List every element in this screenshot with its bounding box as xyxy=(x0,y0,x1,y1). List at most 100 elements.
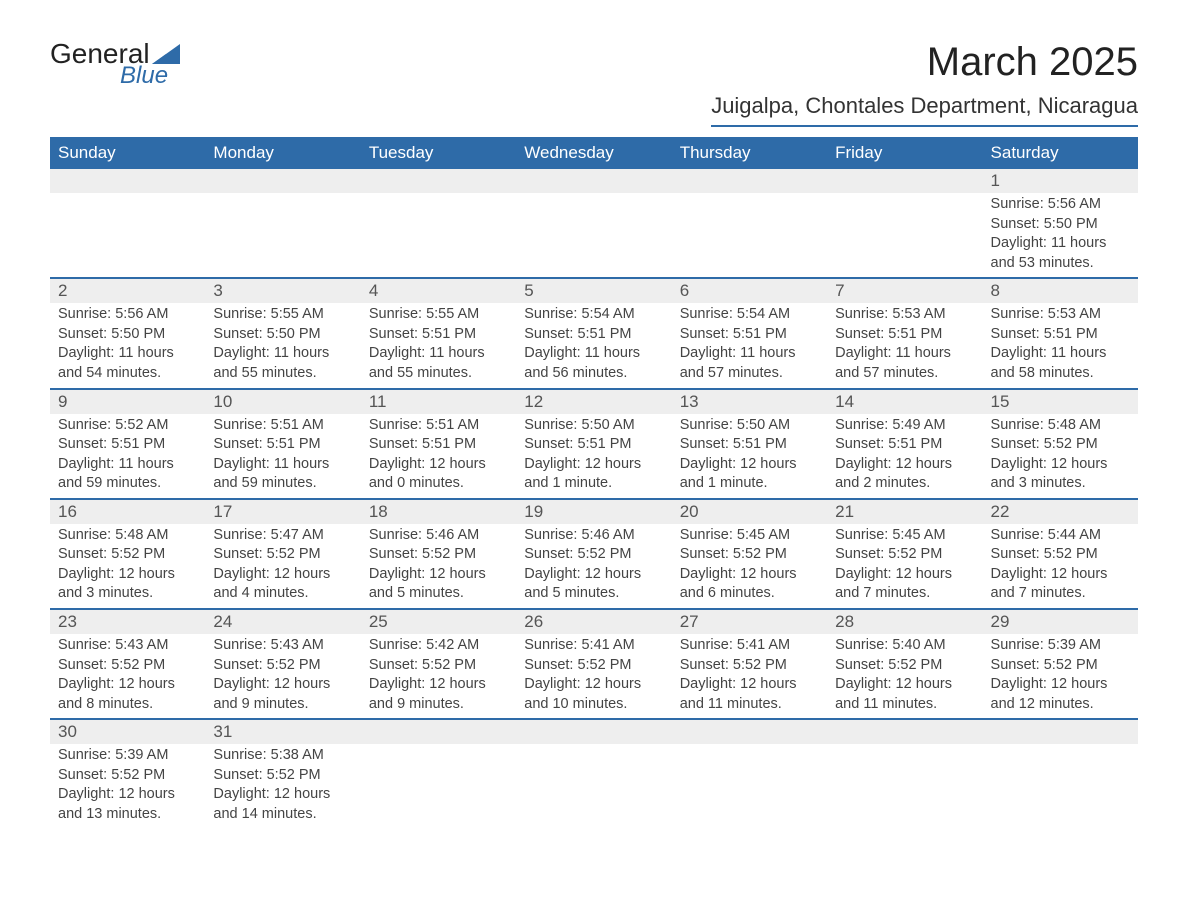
day-body: Sunrise: 5:45 AMSunset: 5:52 PMDaylight:… xyxy=(827,524,982,608)
sunset: Sunset: 5:51 PM xyxy=(680,325,819,345)
day-number: 18 xyxy=(361,500,516,524)
calendar-cell xyxy=(672,719,827,828)
sunset: Sunset: 5:52 PM xyxy=(991,435,1130,455)
sunrise: Sunrise: 5:55 AM xyxy=(369,305,508,325)
daylight-line2: and 10 minutes. xyxy=(524,695,663,715)
day-number: 2 xyxy=(50,279,205,303)
daylight-line1: Daylight: 12 hours xyxy=(213,785,352,805)
calendar-cell: 10Sunrise: 5:51 AMSunset: 5:51 PMDayligh… xyxy=(205,389,360,499)
sunrise: Sunrise: 5:49 AM xyxy=(835,416,974,436)
calendar-cell xyxy=(672,169,827,278)
daylight-line2: and 4 minutes. xyxy=(213,584,352,604)
daylight-line1: Daylight: 12 hours xyxy=(524,455,663,475)
sunset: Sunset: 5:52 PM xyxy=(835,656,974,676)
daylight-line2: and 58 minutes. xyxy=(991,364,1130,384)
daylight-line1: Daylight: 12 hours xyxy=(369,565,508,585)
sunrise: Sunrise: 5:39 AM xyxy=(58,746,197,766)
day-body-empty xyxy=(50,193,205,271)
day-number: 26 xyxy=(516,610,671,634)
brand-triangle-icon xyxy=(152,44,180,64)
sunset: Sunset: 5:51 PM xyxy=(991,325,1130,345)
day-number: 24 xyxy=(205,610,360,634)
calendar-cell xyxy=(205,169,360,278)
sunset: Sunset: 5:52 PM xyxy=(369,656,508,676)
calendar-cell: 16Sunrise: 5:48 AMSunset: 5:52 PMDayligh… xyxy=(50,499,205,609)
calendar-cell xyxy=(516,169,671,278)
day-body: Sunrise: 5:50 AMSunset: 5:51 PMDaylight:… xyxy=(516,414,671,498)
sunrise: Sunrise: 5:42 AM xyxy=(369,636,508,656)
day-body: Sunrise: 5:42 AMSunset: 5:52 PMDaylight:… xyxy=(361,634,516,718)
daylight-line2: and 57 minutes. xyxy=(680,364,819,384)
sunset: Sunset: 5:50 PM xyxy=(213,325,352,345)
sunset: Sunset: 5:52 PM xyxy=(991,656,1130,676)
calendar-cell: 23Sunrise: 5:43 AMSunset: 5:52 PMDayligh… xyxy=(50,609,205,719)
calendar-cell: 28Sunrise: 5:40 AMSunset: 5:52 PMDayligh… xyxy=(827,609,982,719)
daylight-line2: and 0 minutes. xyxy=(369,474,508,494)
daylight-line2: and 7 minutes. xyxy=(835,584,974,604)
sunrise: Sunrise: 5:46 AM xyxy=(369,526,508,546)
daylight-line2: and 55 minutes. xyxy=(369,364,508,384)
daylight-line2: and 2 minutes. xyxy=(835,474,974,494)
day-number: 21 xyxy=(827,500,982,524)
daylight-line1: Daylight: 12 hours xyxy=(369,675,508,695)
day-number: 8 xyxy=(983,279,1138,303)
day-number: 20 xyxy=(672,500,827,524)
day-body: Sunrise: 5:51 AMSunset: 5:51 PMDaylight:… xyxy=(361,414,516,498)
sunset: Sunset: 5:52 PM xyxy=(213,656,352,676)
sunset: Sunset: 5:51 PM xyxy=(680,435,819,455)
weekday-header: Saturday xyxy=(983,137,1138,169)
day-number-empty xyxy=(983,720,1138,744)
day-number-empty xyxy=(50,169,205,193)
day-number: 5 xyxy=(516,279,671,303)
sunrise: Sunrise: 5:50 AM xyxy=(524,416,663,436)
sunrise: Sunrise: 5:53 AM xyxy=(991,305,1130,325)
sunset: Sunset: 5:52 PM xyxy=(213,545,352,565)
day-body: Sunrise: 5:45 AMSunset: 5:52 PMDaylight:… xyxy=(672,524,827,608)
daylight-line2: and 9 minutes. xyxy=(369,695,508,715)
calendar-cell: 21Sunrise: 5:45 AMSunset: 5:52 PMDayligh… xyxy=(827,499,982,609)
calendar-cell: 14Sunrise: 5:49 AMSunset: 5:51 PMDayligh… xyxy=(827,389,982,499)
sunset: Sunset: 5:51 PM xyxy=(524,435,663,455)
daylight-line2: and 3 minutes. xyxy=(58,584,197,604)
day-number-empty xyxy=(672,720,827,744)
calendar-cell: 30Sunrise: 5:39 AMSunset: 5:52 PMDayligh… xyxy=(50,719,205,828)
sunrise: Sunrise: 5:51 AM xyxy=(213,416,352,436)
calendar-week-row: 23Sunrise: 5:43 AMSunset: 5:52 PMDayligh… xyxy=(50,609,1138,719)
day-body-empty xyxy=(827,744,982,750)
sunset: Sunset: 5:50 PM xyxy=(58,325,197,345)
sunrise: Sunrise: 5:56 AM xyxy=(58,305,197,325)
day-number: 9 xyxy=(50,390,205,414)
sunset: Sunset: 5:52 PM xyxy=(835,545,974,565)
day-number: 11 xyxy=(361,390,516,414)
daylight-line2: and 8 minutes. xyxy=(58,695,197,715)
day-body: Sunrise: 5:40 AMSunset: 5:52 PMDaylight:… xyxy=(827,634,982,718)
day-number-empty xyxy=(361,169,516,193)
daylight-line2: and 56 minutes. xyxy=(524,364,663,384)
calendar-week-row: 16Sunrise: 5:48 AMSunset: 5:52 PMDayligh… xyxy=(50,499,1138,609)
day-body: Sunrise: 5:46 AMSunset: 5:52 PMDaylight:… xyxy=(361,524,516,608)
day-body: Sunrise: 5:53 AMSunset: 5:51 PMDaylight:… xyxy=(827,303,982,387)
daylight-line1: Daylight: 12 hours xyxy=(58,565,197,585)
sunset: Sunset: 5:52 PM xyxy=(680,656,819,676)
daylight-line1: Daylight: 11 hours xyxy=(213,344,352,364)
daylight-line1: Daylight: 12 hours xyxy=(835,455,974,475)
day-body: Sunrise: 5:55 AMSunset: 5:50 PMDaylight:… xyxy=(205,303,360,387)
day-number: 15 xyxy=(983,390,1138,414)
calendar-cell: 2Sunrise: 5:56 AMSunset: 5:50 PMDaylight… xyxy=(50,278,205,388)
day-body: Sunrise: 5:43 AMSunset: 5:52 PMDaylight:… xyxy=(205,634,360,718)
day-body: Sunrise: 5:56 AMSunset: 5:50 PMDaylight:… xyxy=(983,193,1138,277)
daylight-line1: Daylight: 11 hours xyxy=(58,344,197,364)
daylight-line2: and 1 minute. xyxy=(680,474,819,494)
weekday-header: Monday xyxy=(205,137,360,169)
daylight-line2: and 54 minutes. xyxy=(58,364,197,384)
sunset: Sunset: 5:52 PM xyxy=(58,656,197,676)
calendar-cell: 22Sunrise: 5:44 AMSunset: 5:52 PMDayligh… xyxy=(983,499,1138,609)
sunrise: Sunrise: 5:50 AM xyxy=(680,416,819,436)
calendar-cell: 20Sunrise: 5:45 AMSunset: 5:52 PMDayligh… xyxy=(672,499,827,609)
day-body: Sunrise: 5:41 AMSunset: 5:52 PMDaylight:… xyxy=(672,634,827,718)
calendar-week-row: 9Sunrise: 5:52 AMSunset: 5:51 PMDaylight… xyxy=(50,389,1138,499)
day-body-empty xyxy=(983,744,1138,750)
calendar-cell: 3Sunrise: 5:55 AMSunset: 5:50 PMDaylight… xyxy=(205,278,360,388)
day-number: 25 xyxy=(361,610,516,634)
sunrise: Sunrise: 5:38 AM xyxy=(213,746,352,766)
